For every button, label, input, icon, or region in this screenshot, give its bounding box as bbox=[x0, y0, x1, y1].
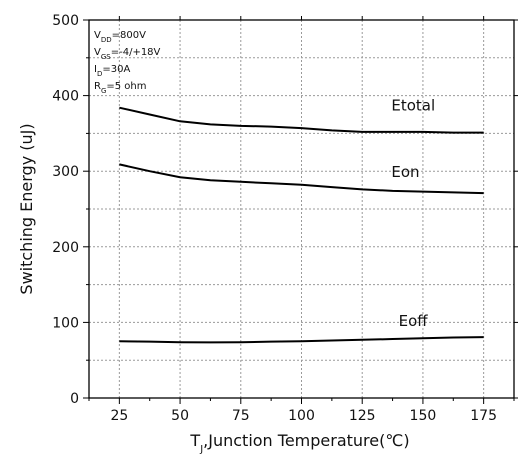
series-line-etotal bbox=[119, 106, 484, 134]
y-tick-label: 300 bbox=[52, 164, 79, 180]
y-tick-label: 0 bbox=[70, 391, 79, 407]
series-label-eon: Eon bbox=[391, 163, 419, 181]
condition-line: ID=30A bbox=[94, 64, 130, 78]
x-tick-label: 125 bbox=[349, 408, 376, 424]
series-line-eoff bbox=[119, 336, 484, 344]
x-axis-title: TJ,Junction Temperature(℃) bbox=[189, 431, 409, 455]
series-labels: Etotal Eon Eoff bbox=[391, 97, 435, 330]
axis-ticks bbox=[83, 16, 518, 404]
y-tick-label: 400 bbox=[52, 89, 79, 105]
condition-line: VGS=-4/+18V bbox=[94, 47, 161, 61]
condition-line: RG=5 ohm bbox=[94, 81, 147, 95]
x-tick-label: 75 bbox=[232, 408, 250, 424]
series-line-eon bbox=[119, 163, 484, 195]
data-series bbox=[119, 106, 484, 344]
x-tick-label: 25 bbox=[110, 408, 128, 424]
y-tick-label: 100 bbox=[52, 315, 79, 331]
y-tick-label: 200 bbox=[52, 240, 79, 256]
series-label-etotal: Etotal bbox=[391, 97, 435, 115]
series-label-eoff: Eoff bbox=[399, 312, 429, 330]
axis-tick-labels: 25 50 75 100 125 150 175 0 100 200 300 400 500 bbox=[52, 13, 497, 424]
test-conditions: VDD=800V VGS=-4/+18V ID=30A RG=5 ohm bbox=[94, 30, 161, 95]
condition-line: VDD=800V bbox=[94, 30, 146, 44]
x-tick-label: 150 bbox=[410, 408, 437, 424]
y-axis-title: Switching Energy (uJ) bbox=[17, 123, 36, 294]
x-tick-label: 50 bbox=[171, 408, 189, 424]
y-tick-label: 500 bbox=[52, 13, 79, 29]
x-tick-label: 175 bbox=[470, 408, 497, 424]
grid-lines bbox=[89, 20, 514, 398]
x-tick-label: 100 bbox=[288, 408, 315, 424]
